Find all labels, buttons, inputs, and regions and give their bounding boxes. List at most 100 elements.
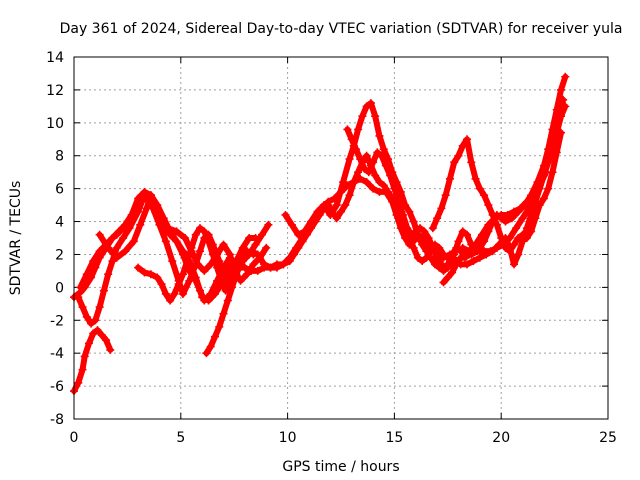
data-point	[183, 257, 192, 266]
data-point	[153, 201, 162, 210]
data-point	[345, 191, 354, 200]
y-tick-label: 14	[46, 50, 64, 66]
data-point	[159, 214, 168, 223]
data-point	[452, 260, 461, 269]
data-point	[386, 171, 395, 180]
data-point	[78, 365, 87, 374]
x-tick-label: 0	[70, 430, 79, 446]
data-point	[383, 187, 392, 196]
data-point	[454, 151, 463, 160]
data-point	[366, 99, 375, 108]
data-point	[80, 352, 89, 361]
data-point	[247, 247, 256, 256]
data-point	[236, 276, 245, 285]
data-point	[300, 227, 309, 236]
data-point	[441, 263, 450, 272]
data-point	[467, 158, 476, 167]
data-point	[106, 345, 115, 354]
data-point	[422, 247, 431, 256]
data-point	[294, 230, 303, 239]
data-point	[557, 128, 566, 137]
data-point	[411, 227, 420, 236]
data-point	[208, 250, 217, 259]
data-point	[121, 247, 130, 256]
series-trace	[71, 327, 114, 395]
data-point	[193, 260, 202, 269]
data-point	[371, 112, 380, 121]
data-point	[281, 210, 290, 219]
data-point	[439, 278, 448, 287]
data-point	[416, 224, 425, 233]
data-point	[332, 201, 341, 210]
data-point	[463, 230, 472, 239]
data-point	[206, 342, 215, 351]
data-point	[319, 201, 328, 210]
data-point	[272, 263, 281, 272]
y-tick-label: 6	[55, 182, 64, 198]
data-point	[552, 105, 561, 114]
data-point	[161, 237, 170, 246]
data-point	[544, 145, 553, 154]
data-point	[102, 336, 111, 345]
x-tick-label: 20	[492, 430, 510, 446]
data-point	[225, 253, 234, 262]
series-track-j	[428, 128, 566, 256]
data-point	[178, 289, 187, 298]
data-point	[362, 178, 371, 187]
data-point	[480, 237, 489, 246]
data-point	[257, 230, 266, 239]
data-point	[89, 329, 98, 338]
data-point	[337, 207, 345, 216]
data-point	[364, 168, 373, 177]
data-point	[394, 197, 403, 206]
data-point	[492, 220, 501, 229]
data-point	[210, 289, 219, 298]
data-point	[343, 125, 352, 134]
data-point	[542, 168, 551, 177]
data-point	[405, 207, 414, 216]
y-tick-label: 10	[46, 116, 64, 132]
data-point	[200, 227, 209, 236]
data-point	[375, 178, 384, 187]
data-point	[390, 184, 399, 193]
data-point	[210, 332, 219, 341]
data-point	[232, 270, 241, 279]
data-point	[518, 230, 527, 239]
data-point	[531, 197, 540, 206]
y-tick-label: -4	[50, 346, 64, 362]
data-point	[428, 224, 437, 233]
data-point	[99, 286, 108, 295]
y-axis-label: SDTVAR / TECUs	[8, 181, 24, 296]
data-point	[441, 191, 450, 200]
data-point	[181, 234, 190, 242]
data-point	[482, 250, 491, 259]
data-point	[497, 234, 506, 242]
data-point	[161, 289, 170, 298]
data-point	[490, 214, 499, 223]
data-point	[354, 125, 363, 134]
data-point	[89, 257, 98, 266]
data-point	[191, 230, 200, 239]
data-point	[445, 257, 454, 266]
y-tick-label: -6	[50, 379, 64, 395]
data-point	[347, 135, 356, 144]
data-point	[475, 184, 484, 193]
data-point	[501, 243, 510, 252]
data-point	[114, 227, 123, 236]
data-point	[552, 148, 561, 157]
data-point	[539, 161, 548, 170]
data-point	[127, 210, 136, 219]
data-point	[178, 247, 187, 256]
data-point	[398, 210, 407, 219]
data-point	[469, 257, 478, 266]
data-point	[527, 227, 536, 236]
data-point	[437, 260, 446, 269]
data-point	[377, 151, 386, 160]
data-point	[240, 253, 249, 262]
data-point	[279, 260, 288, 269]
data-point	[484, 201, 493, 210]
data-point	[326, 210, 335, 219]
data-point	[285, 257, 294, 266]
data-point	[413, 253, 422, 262]
